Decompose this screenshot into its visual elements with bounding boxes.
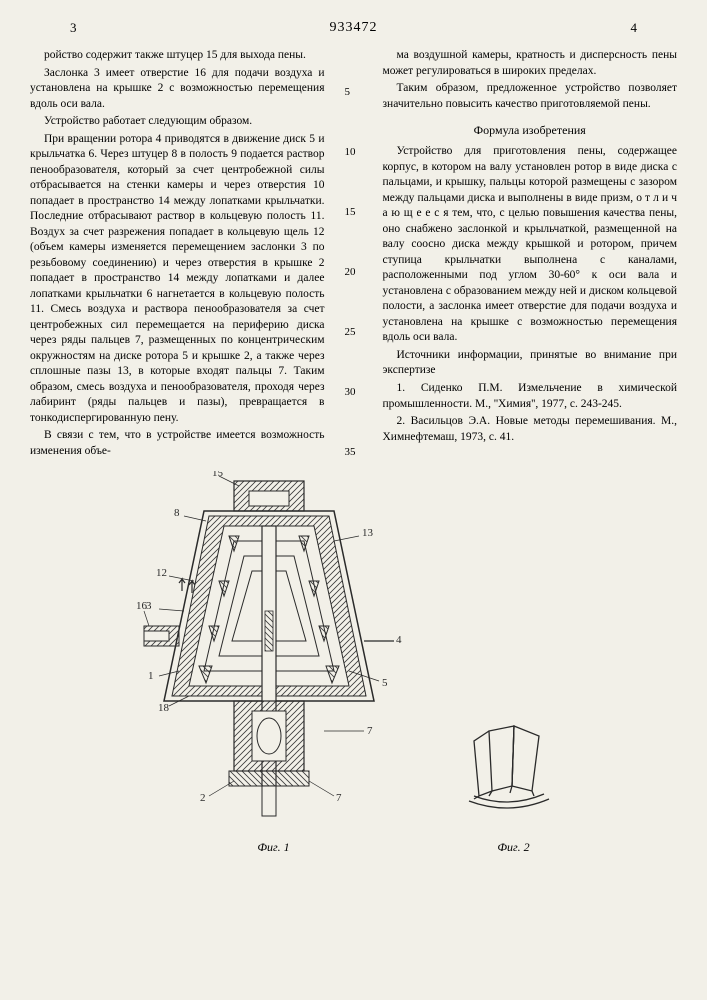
svg-text:7: 7 (336, 792, 342, 804)
svg-text:8: 8 (174, 507, 180, 519)
figure-1-svg: 15 8 12 3 16 1 18 13 4 5 7 7 2 (134, 471, 414, 831)
paragraph: В связи с тем, что в устройстве имеется … (30, 428, 325, 459)
line-marker: 35 (345, 446, 356, 458)
page-number-right: 4 (631, 20, 638, 36)
source-reference: 2. Васильцов Э.А. Новые методы перемешив… (383, 414, 678, 445)
figure-1: 15 8 12 3 16 1 18 13 4 5 7 7 2 (134, 471, 414, 855)
patent-page: 3 933472 4 ройство содержит также штуцер… (0, 0, 707, 1000)
sources-title: Источники информации, принятые во вниман… (383, 348, 678, 379)
formula-title: Формула изобретения (383, 122, 678, 138)
left-column: ройство содержит также штуцер 15 для вых… (30, 48, 325, 461)
figure-2: Фиг. 2 (454, 711, 574, 855)
line-marker: 20 (345, 266, 356, 278)
figures-area: 15 8 12 3 16 1 18 13 4 5 7 7 2 (30, 471, 677, 855)
svg-text:13: 13 (362, 527, 374, 539)
svg-text:18: 18 (158, 702, 170, 714)
svg-text:5: 5 (382, 677, 388, 689)
svg-text:12: 12 (156, 567, 167, 579)
svg-text:4: 4 (396, 634, 402, 646)
page-number-left: 3 (70, 20, 77, 36)
claim-text: Устройство для приготовления пены, содер… (383, 144, 678, 346)
paragraph: Устройство работает следующим образом. (30, 114, 325, 130)
paragraph: При вращении ротора 4 приводятся в движе… (30, 132, 325, 427)
line-marker: 25 (345, 326, 356, 338)
paragraph: ройство содержит также штуцер 15 для вых… (30, 48, 325, 64)
line-marker: 10 (345, 146, 356, 158)
svg-text:16: 16 (136, 600, 148, 612)
text-columns: ройство содержит также штуцер 15 для вых… (30, 48, 677, 461)
svg-text:2: 2 (200, 792, 206, 804)
paragraph: Заслонка 3 имеет отверстие 16 для подачи… (30, 66, 325, 113)
patent-number: 933472 (330, 20, 378, 36)
svg-text:15: 15 (212, 471, 224, 479)
line-marker: 30 (345, 386, 356, 398)
line-number-gutter: 5 10 15 20 25 30 35 (345, 48, 363, 461)
page-header: 3 933472 4 (30, 20, 677, 36)
right-column: ма воздушной камеры, кратность и дисперс… (383, 48, 678, 461)
line-marker: 5 (345, 86, 351, 98)
figure-2-svg (454, 711, 574, 831)
svg-text:7: 7 (367, 725, 373, 737)
paragraph: Таким образом, предложенное устройство п… (383, 81, 678, 112)
line-marker: 15 (345, 206, 356, 218)
source-reference: 1. Сиденко П.М. Измельчение в химической… (383, 381, 678, 412)
paragraph: ма воздушной камеры, кратность и дисперс… (383, 48, 678, 79)
figure-1-label: Фиг. 1 (134, 840, 414, 855)
svg-text:1: 1 (148, 670, 154, 682)
figure-2-label: Фиг. 2 (454, 840, 574, 855)
